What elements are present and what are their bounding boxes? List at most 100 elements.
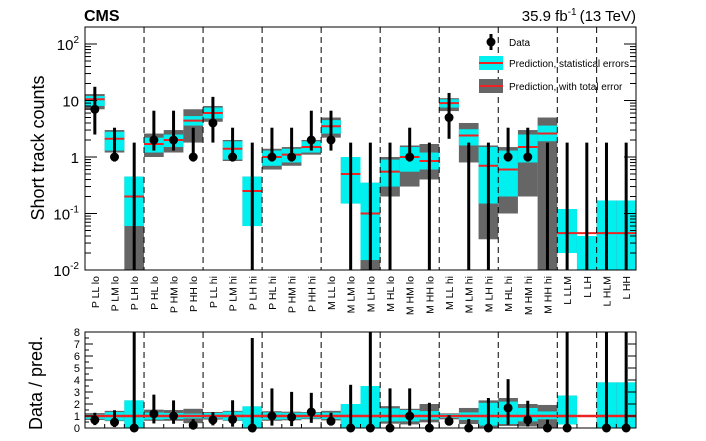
category-label: P HL hi [267, 276, 279, 310]
category-label: M HH lo [424, 276, 436, 314]
data-point [228, 152, 238, 162]
category-label: M LH hi [483, 276, 495, 312]
top-group-dividers [143, 27, 598, 270]
legend-data-marker [486, 37, 496, 47]
ratio-point [188, 420, 198, 430]
ratio-point [169, 411, 179, 421]
data-point [267, 152, 277, 162]
y-tick-base: 10 [57, 37, 74, 54]
category-label: M LL lo [326, 276, 338, 310]
stat-band [458, 129, 479, 146]
top-data-points [90, 86, 628, 270]
y-tick-label: 10-2 [53, 261, 79, 280]
ratio-tick-label: 1 [74, 411, 80, 423]
ratio-point [444, 416, 454, 426]
ratio-point [208, 415, 218, 425]
category-label: P LH hi [247, 276, 259, 310]
legend-stat-label: Prediction, statistical errors [509, 59, 629, 70]
ratio-tick-label: 4 [74, 375, 80, 387]
ratio-tick-label: 2 [74, 399, 80, 411]
ratio-point [405, 411, 415, 421]
category-label: M HM hi [523, 276, 535, 315]
lumi-value: 35.9 fb [522, 8, 568, 25]
category-label: P HL lo [149, 276, 161, 310]
top-frame [84, 26, 637, 271]
lumi-energy: (13 TeV) [580, 8, 636, 25]
category-label: M HH hi [542, 276, 554, 314]
category-label: M HL hi [503, 276, 515, 312]
data-point [90, 104, 100, 114]
lumi-label: 35.9 fb-1 (13 TeV) [522, 7, 636, 25]
lumi-exponent: -1 [568, 7, 577, 18]
top-y-axis-title: Short track counts [28, 75, 48, 220]
category-label: P LM hi [228, 276, 240, 311]
category-label: P HH lo [188, 276, 200, 312]
ratio-point [523, 415, 533, 425]
data-point [208, 118, 218, 128]
ratio-data-points [90, 332, 631, 433]
data-point [110, 152, 120, 162]
ratio-tick-label: 8 [74, 327, 80, 339]
data-point [306, 135, 316, 145]
legend-total-label: Prediction, with total error [509, 82, 623, 93]
category-labels: P LL lo P LM lo P LH lo P HL lo P HM lo P HH … [90, 276, 633, 315]
ratio-point [149, 409, 159, 419]
data-point [287, 152, 297, 162]
category-label: P LM lo [110, 276, 122, 312]
data-point [523, 152, 533, 162]
category-label: P LL hi [208, 276, 220, 308]
ratio-point [228, 414, 238, 424]
category-label: M LL hi [444, 276, 456, 310]
category-label: M LM hi [464, 276, 476, 313]
ratio-point [90, 415, 100, 425]
y-tick-exponent: -1 [70, 205, 79, 216]
ratio-tick-label: 3 [74, 387, 80, 399]
top-prediction-bands [85, 94, 636, 270]
ratio-point [267, 411, 277, 421]
y-tick-base: 10 [53, 263, 70, 280]
category-label: M HM lo [405, 276, 417, 315]
category-label: P HH hi [306, 276, 318, 312]
y-tick-label: 1 [71, 150, 79, 167]
ratio-tick-label: 5 [74, 363, 80, 375]
category-label: P LH lo [129, 276, 141, 310]
ratio-bands [85, 382, 636, 428]
legend: Data Prediction, statistical errors Pred… [479, 34, 629, 93]
data-point [188, 152, 198, 162]
category-label: L HLM [601, 276, 613, 307]
category-label: M HL lo [385, 276, 397, 312]
y-tick-label: 102 [57, 35, 80, 54]
category-label: P HM hi [287, 276, 299, 313]
ratio-point [326, 416, 336, 426]
category-label: P HM lo [169, 276, 181, 313]
data-point [326, 135, 336, 145]
ratio-group-dividers [143, 332, 598, 428]
data-point [169, 135, 179, 145]
y-tick-exponent: -2 [70, 261, 79, 272]
category-label: M LH lo [365, 276, 377, 312]
y-tick-base: 10 [53, 207, 70, 224]
data-point [405, 152, 415, 162]
legend-data-label: Data [509, 38, 531, 49]
ratio-point [287, 412, 297, 422]
ratio-point [503, 403, 513, 413]
data-point [503, 152, 513, 162]
y-tick-label: 10-1 [53, 205, 79, 224]
data-point [444, 113, 454, 123]
ratio-tick-label: 6 [74, 351, 80, 363]
ratio-y-axis-title: Data / pred. [26, 336, 46, 430]
stat-band [498, 150, 518, 197]
category-label: L LH [582, 276, 594, 298]
category-label: M LM lo [346, 276, 358, 314]
category-label: L LLM [562, 276, 574, 305]
ratio-point [306, 407, 316, 417]
cms-label: CMS [84, 8, 120, 25]
ratio-tick-label: 0 [74, 423, 80, 435]
category-label: L HH [621, 276, 633, 300]
category-label: P LL lo [90, 276, 102, 308]
y-tick-label: 10 [62, 94, 79, 111]
ratio-tick-label: 7 [74, 339, 80, 351]
